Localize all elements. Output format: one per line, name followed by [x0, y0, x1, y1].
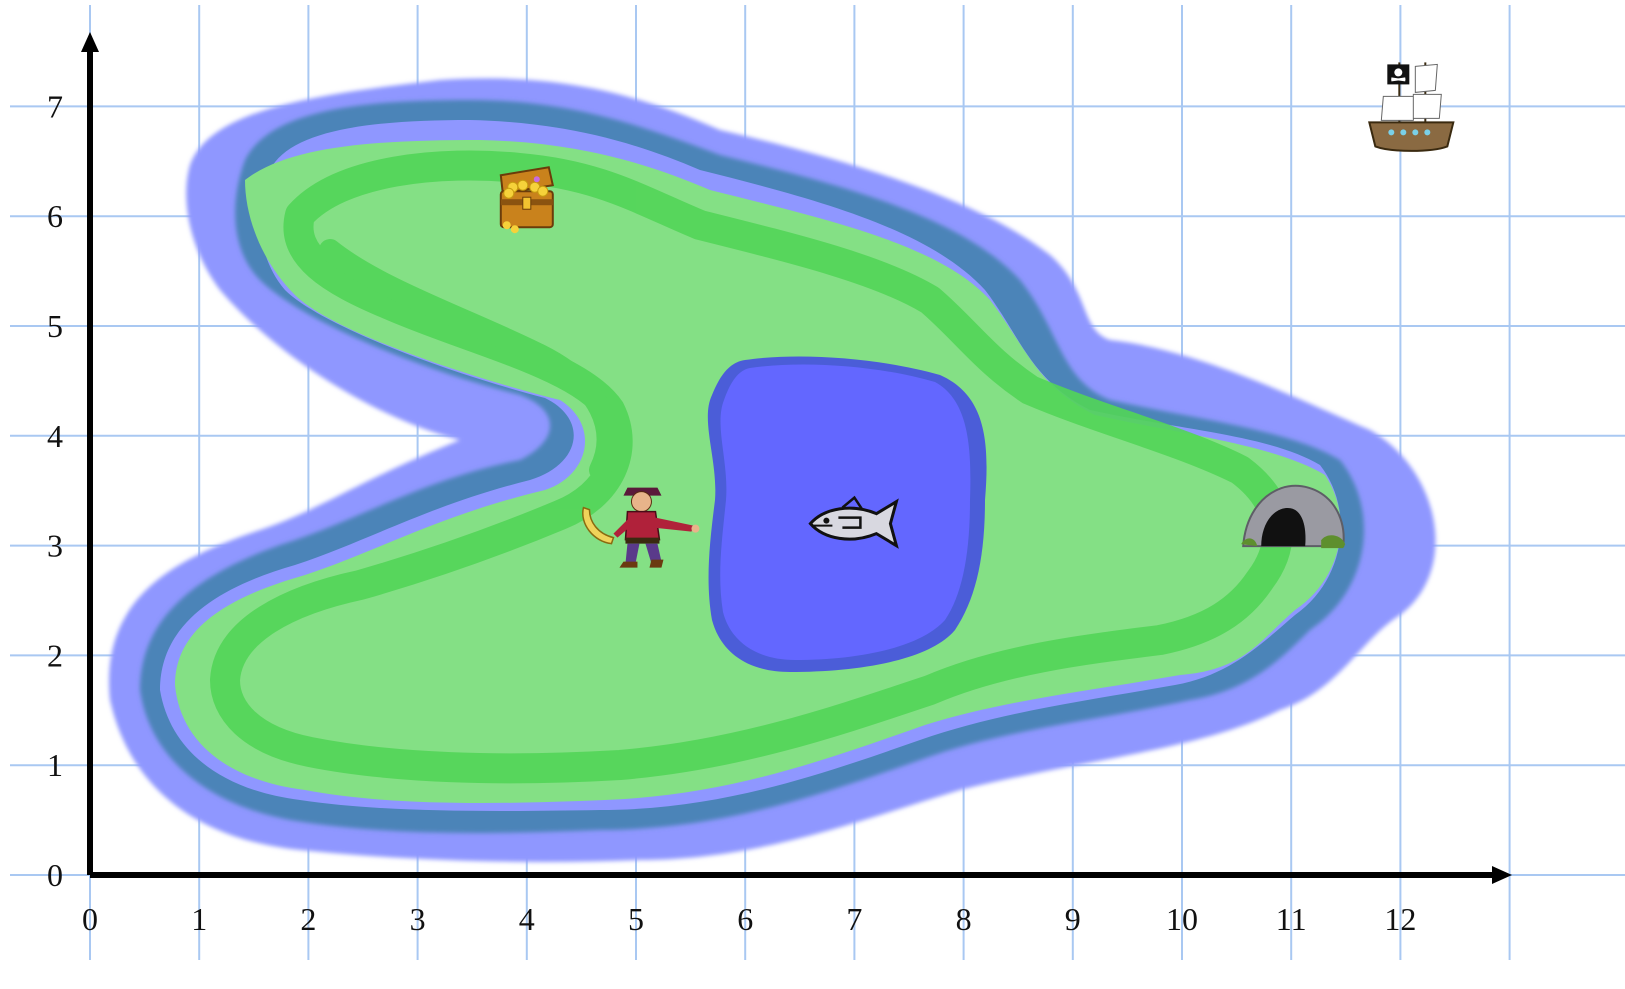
y-tick-label: 2	[47, 637, 63, 673]
pirate-ship-icon	[1368, 62, 1455, 152]
treasure-chest-icon	[499, 166, 555, 234]
x-tick-label: 8	[956, 901, 972, 937]
x-tick-label: 6	[737, 901, 753, 937]
x-tick-label: 2	[300, 901, 316, 937]
x-tick-label: 11	[1276, 901, 1307, 937]
x-tick-label: 10	[1166, 901, 1198, 937]
x-tick-label: 12	[1384, 901, 1416, 937]
x-tick-label: 1	[191, 901, 207, 937]
x-tick-label: 0	[82, 901, 98, 937]
x-tick-label: 9	[1065, 901, 1081, 937]
y-tick-label: 6	[47, 198, 63, 234]
cave-icon	[1241, 484, 1346, 549]
x-tick-label: 5	[628, 901, 644, 937]
pirate-icon	[582, 487, 700, 568]
y-tick-label: 1	[47, 747, 63, 783]
x-axis-arrow-icon	[1492, 866, 1512, 884]
y-tick-label: 5	[47, 308, 63, 344]
y-tick-label: 4	[47, 418, 63, 454]
y-axis-arrow-icon	[81, 32, 99, 52]
fish-icon	[808, 495, 899, 549]
landmarks	[499, 62, 1455, 568]
x-tick-label: 4	[519, 901, 535, 937]
y-tick-label: 3	[47, 528, 63, 564]
x-tick-label: 3	[410, 901, 426, 937]
y-tick-label: 0	[47, 857, 63, 893]
y-tick-label: 7	[47, 88, 63, 124]
land-contours	[210, 150, 1293, 784]
x-tick-label: 7	[846, 901, 862, 937]
